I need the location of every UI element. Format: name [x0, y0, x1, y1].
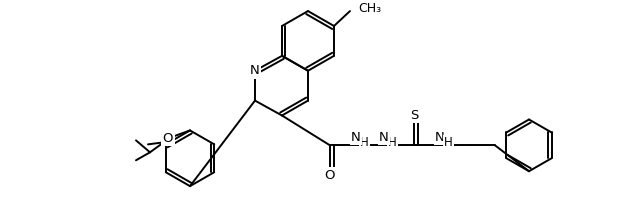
Text: O: O [163, 132, 173, 145]
Text: N: N [379, 131, 389, 144]
Text: N: N [250, 64, 260, 77]
Text: S: S [410, 109, 418, 122]
Text: O: O [325, 169, 335, 182]
Text: N: N [435, 131, 445, 144]
Text: H: H [360, 136, 368, 149]
Text: H: H [444, 136, 453, 149]
Text: CH₃: CH₃ [358, 1, 381, 15]
Text: H: H [388, 136, 397, 149]
Text: N: N [351, 131, 361, 144]
